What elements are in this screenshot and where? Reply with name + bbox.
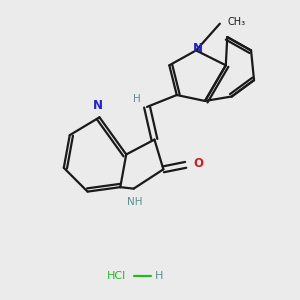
Text: N: N [193,42,202,56]
Text: HCl: HCl [107,271,126,281]
Text: N: N [93,99,103,112]
Text: H: H [133,94,140,104]
Text: H: H [154,271,163,281]
Text: O: O [193,157,203,170]
Text: NH: NH [128,197,143,207]
Text: CH₃: CH₃ [227,17,245,27]
